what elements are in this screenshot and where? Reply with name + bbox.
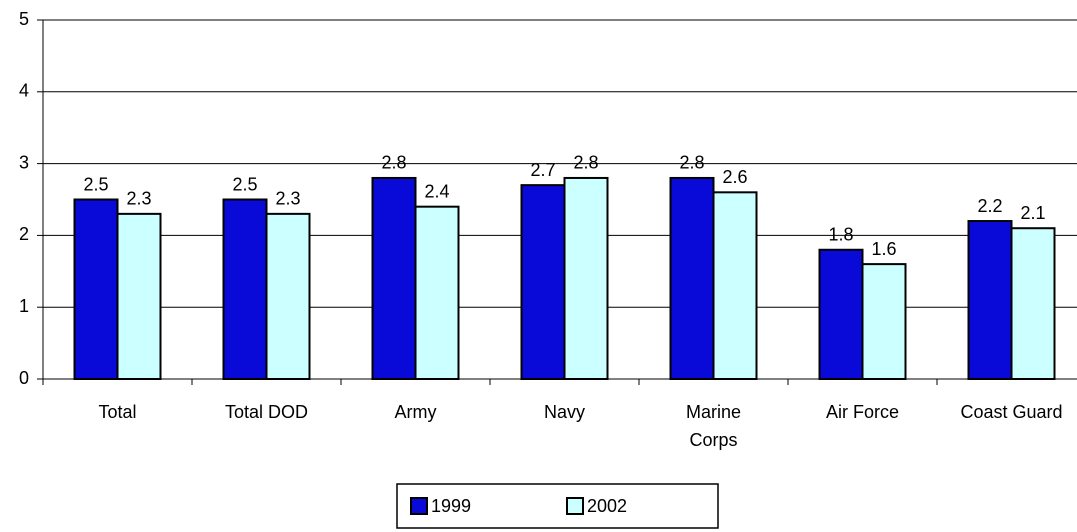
y-tick-label: 5 (19, 9, 29, 29)
legend-swatch (410, 497, 428, 515)
y-tick-label: 3 (19, 152, 29, 172)
bar (414, 205, 460, 380)
bar (818, 248, 864, 380)
y-tick-label: 0 (19, 368, 29, 388)
legend-label: 2002 (587, 496, 627, 516)
data-label: 2.8 (381, 153, 406, 173)
bar (520, 184, 566, 380)
legend-box (396, 483, 719, 529)
bar (669, 176, 715, 380)
legend-swatch (566, 497, 584, 515)
data-label: 2.8 (573, 153, 598, 173)
y-tick-label: 2 (19, 224, 29, 244)
bar (371, 176, 417, 380)
data-label: 2.8 (679, 153, 704, 173)
data-label: 2.6 (722, 167, 747, 187)
x-tick-label: Total DOD (225, 402, 308, 422)
data-label: 2.1 (1020, 203, 1045, 223)
x-tick-label: Total (98, 402, 136, 422)
legend-label: 1999 (431, 496, 471, 516)
data-label: 2.5 (232, 174, 257, 194)
bar (1010, 227, 1056, 380)
data-label: 2.3 (126, 189, 151, 209)
bar (563, 176, 609, 380)
x-tick-label: Navy (544, 402, 585, 422)
bar (73, 198, 119, 380)
x-tick-label: Coast Guard (960, 402, 1062, 422)
y-tick-label: 4 (19, 81, 29, 101)
bar (222, 198, 268, 380)
x-tick-label: Marine Corps (686, 402, 741, 450)
data-label: 2.5 (83, 174, 108, 194)
y-tick-label: 1 (19, 296, 29, 316)
data-label: 2.2 (977, 196, 1002, 216)
data-label: 2.4 (424, 181, 449, 201)
bar (265, 212, 311, 380)
bar (967, 220, 1013, 380)
data-label: 1.6 (871, 239, 896, 259)
data-label: 2.7 (530, 160, 555, 180)
bar (712, 191, 758, 380)
data-label: 1.8 (828, 225, 853, 245)
bar (861, 263, 907, 380)
x-tick-label: Army (395, 402, 437, 422)
data-label: 2.3 (275, 189, 300, 209)
x-tick-label: Air Force (826, 402, 899, 422)
bar (116, 212, 162, 380)
